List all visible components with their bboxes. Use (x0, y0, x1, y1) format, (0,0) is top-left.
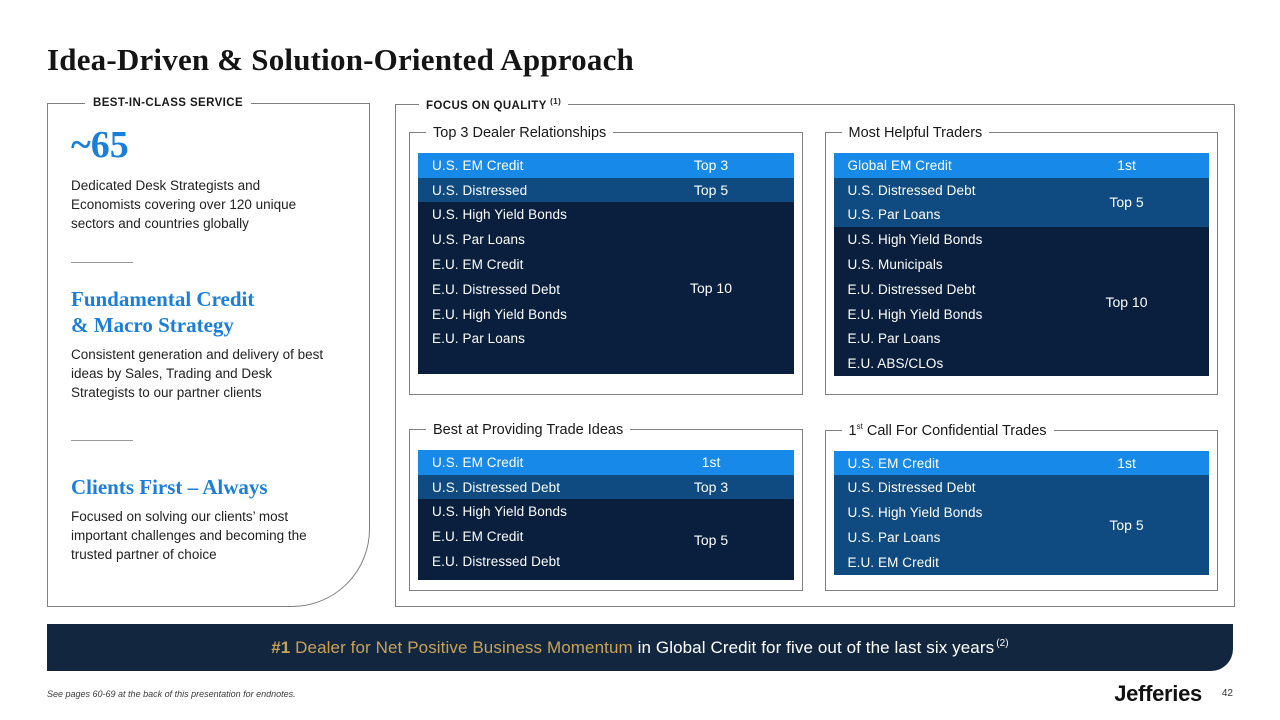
ranking-table: U.S. EM Credit 1st U.S. Distressed Debt … (418, 449, 794, 580)
ranking-group: U.S. Distressed Debt U.S. Par Loans Top … (833, 177, 1209, 228)
ranking-row: E.U. EM Credit (847, 554, 939, 570)
ranking-row: E.U. Distressed Debt (432, 553, 561, 569)
ranking-row: E.U. ABS/CLOs (847, 356, 944, 372)
left-section-fundamental: Fundamental Credit & Macro Strategy Cons… (71, 262, 349, 402)
divider (71, 262, 133, 263)
ranking-row: U.S. High Yield Bonds (432, 504, 567, 520)
ranking-row: U.S. High Yield Bonds (847, 232, 983, 248)
ranking-row: E.U. EM Credit (432, 529, 524, 545)
ranking-box-helpful-traders: Most Helpful Traders Global EM Credit 1s… (824, 124, 1218, 395)
page-number: 42 (1221, 688, 1233, 699)
ranking-value: Top 5 (1109, 194, 1144, 211)
ranking-group: U.S. EM Credit 1st (418, 449, 794, 475)
ranking-group: U.S. Distressed Debt Top 3 (418, 474, 794, 500)
ranking-box-title: Most Helpful Traders (848, 124, 983, 141)
ranking-value: 1st (1117, 157, 1136, 174)
ranking-value: Top 5 (1109, 517, 1144, 534)
ranking-value: 1st (1117, 455, 1136, 472)
best-in-class-legend: BEST-IN-CLASS SERVICE (93, 97, 244, 109)
ranking-row: U.S. Par Loans (847, 529, 941, 545)
ranking-value: Top 10 (689, 280, 733, 297)
ranking-row: U.S. High Yield Bonds (847, 505, 983, 521)
ranking-row: E.U. High Yield Bonds (847, 306, 983, 322)
ranking-row: U.S. Distressed Debt (432, 479, 561, 495)
ranking-row: E.U. Distressed Debt (847, 281, 976, 297)
endnote-ref-1: (1) (550, 97, 562, 106)
ranking-row: U.S. Distressed Debt (847, 182, 976, 198)
ranking-table: U.S. EM Credit 1st U.S. Distressed Debt … (833, 450, 1209, 575)
footnote: See pages 60-69 at the back of this pres… (47, 689, 296, 699)
ranking-value: Top 3 (693, 479, 729, 496)
ranking-table: U.S. EM Credit Top 3 U.S. Distressed Top… (418, 152, 794, 375)
focus-on-quality-legend: FOCUS ON QUALITY (1) (426, 97, 562, 112)
ranking-row: E.U. High Yield Bonds (432, 306, 567, 322)
section-body: Consistent generation and delivery of be… (71, 347, 324, 400)
ranking-row: U.S. EM Credit (432, 454, 524, 470)
ranking-group: U.S. EM Credit Top 3 (418, 152, 794, 178)
ranking-group: Global EM Credit 1st (833, 152, 1209, 178)
ranking-row: E.U. EM Credit (432, 256, 524, 272)
ranking-box-title: 1st Call For Confidential Trades (848, 421, 1047, 439)
ranking-value: Top 5 (693, 531, 729, 548)
endnote-ref-2: (2) (996, 637, 1009, 649)
ranking-row: U.S. Distressed Debt (847, 480, 976, 496)
section-heading: Fundamental Credit & Macro Strategy (71, 287, 255, 337)
ranking-row: U.S. Municipals (847, 256, 943, 272)
ranking-row: U.S. High Yield Bonds (432, 207, 567, 223)
ranking-box-dealer-relationships: Top 3 Dealer Relationships U.S. EM Credi… (409, 124, 803, 395)
ranking-value: 1st (701, 454, 721, 471)
ranking-group: U.S. EM Credit 1st (833, 450, 1209, 476)
best-in-class-panel: BEST-IN-CLASS SERVICE ~65 Dedicated Desk… (47, 97, 370, 607)
ranking-group: U.S. High Yield Bonds E.U. EM Credit E.U… (418, 499, 794, 580)
ranking-group: U.S. Distressed Debt U.S. High Yield Bon… (833, 475, 1209, 575)
page-title: Idea-Driven & Solution-Oriented Approach (47, 42, 634, 77)
stat-value: ~65 (71, 124, 129, 166)
banner-text: #1 Dealer for Net Positive Business Mome… (271, 637, 1009, 657)
ranking-row: U.S. Par Loans (432, 232, 525, 248)
focus-on-quality-panel: FOCUS ON QUALITY (1) Top 3 Dealer Relati… (395, 97, 1235, 607)
ranking-row: E.U. Distressed Debt (432, 281, 561, 297)
ranking-box-trade-ideas: Best at Providing Trade Ideas U.S. EM Cr… (409, 421, 803, 591)
ranking-row: U.S. Distressed (432, 182, 528, 198)
ranking-value: Top 5 (693, 182, 729, 199)
left-section-clients-first: Clients First – Always Focused on solvin… (71, 440, 349, 564)
section-heading: Clients First – Always (71, 475, 268, 499)
ranking-grid: Top 3 Dealer Relationships U.S. EM Credi… (409, 124, 1218, 591)
section-body: Focused on solving our clients’ most imp… (71, 509, 307, 562)
ranking-value: Top 3 (693, 157, 729, 174)
ranking-row: U.S. EM Credit (432, 157, 524, 173)
ranking-row: E.U. Par Loans (432, 331, 525, 347)
ranking-box-title: Top 3 Dealer Relationships (433, 124, 607, 141)
ranking-row: U.S. Par Loans (847, 207, 941, 223)
ranking-box-confidential-trades: 1st Call For Confidential Trades U.S. EM… (824, 421, 1218, 591)
ranking-table: Global EM Credit 1st U.S. Distressed Deb… (833, 152, 1209, 376)
stat-description: Dedicated Desk Strategists and Economist… (71, 178, 297, 231)
divider (71, 440, 133, 441)
ranking-group: U.S. High Yield Bonds U.S. Municipals E.… (833, 227, 1209, 376)
ranking-row: U.S. EM Credit (847, 455, 939, 471)
ranking-group: U.S. High Yield Bonds U.S. Par Loans E.U… (418, 202, 794, 375)
highlight-banner: #1 Dealer for Net Positive Business Mome… (47, 624, 1233, 671)
ranking-group: U.S. Distressed Top 5 (418, 177, 794, 203)
ranking-row: Global EM Credit (847, 157, 952, 173)
ranking-box-title: Best at Providing Trade Ideas (433, 421, 624, 438)
jefferies-logo: Jefferies (1114, 681, 1202, 706)
ranking-row: E.U. Par Loans (847, 331, 941, 347)
ranking-value: Top 10 (1105, 293, 1148, 310)
